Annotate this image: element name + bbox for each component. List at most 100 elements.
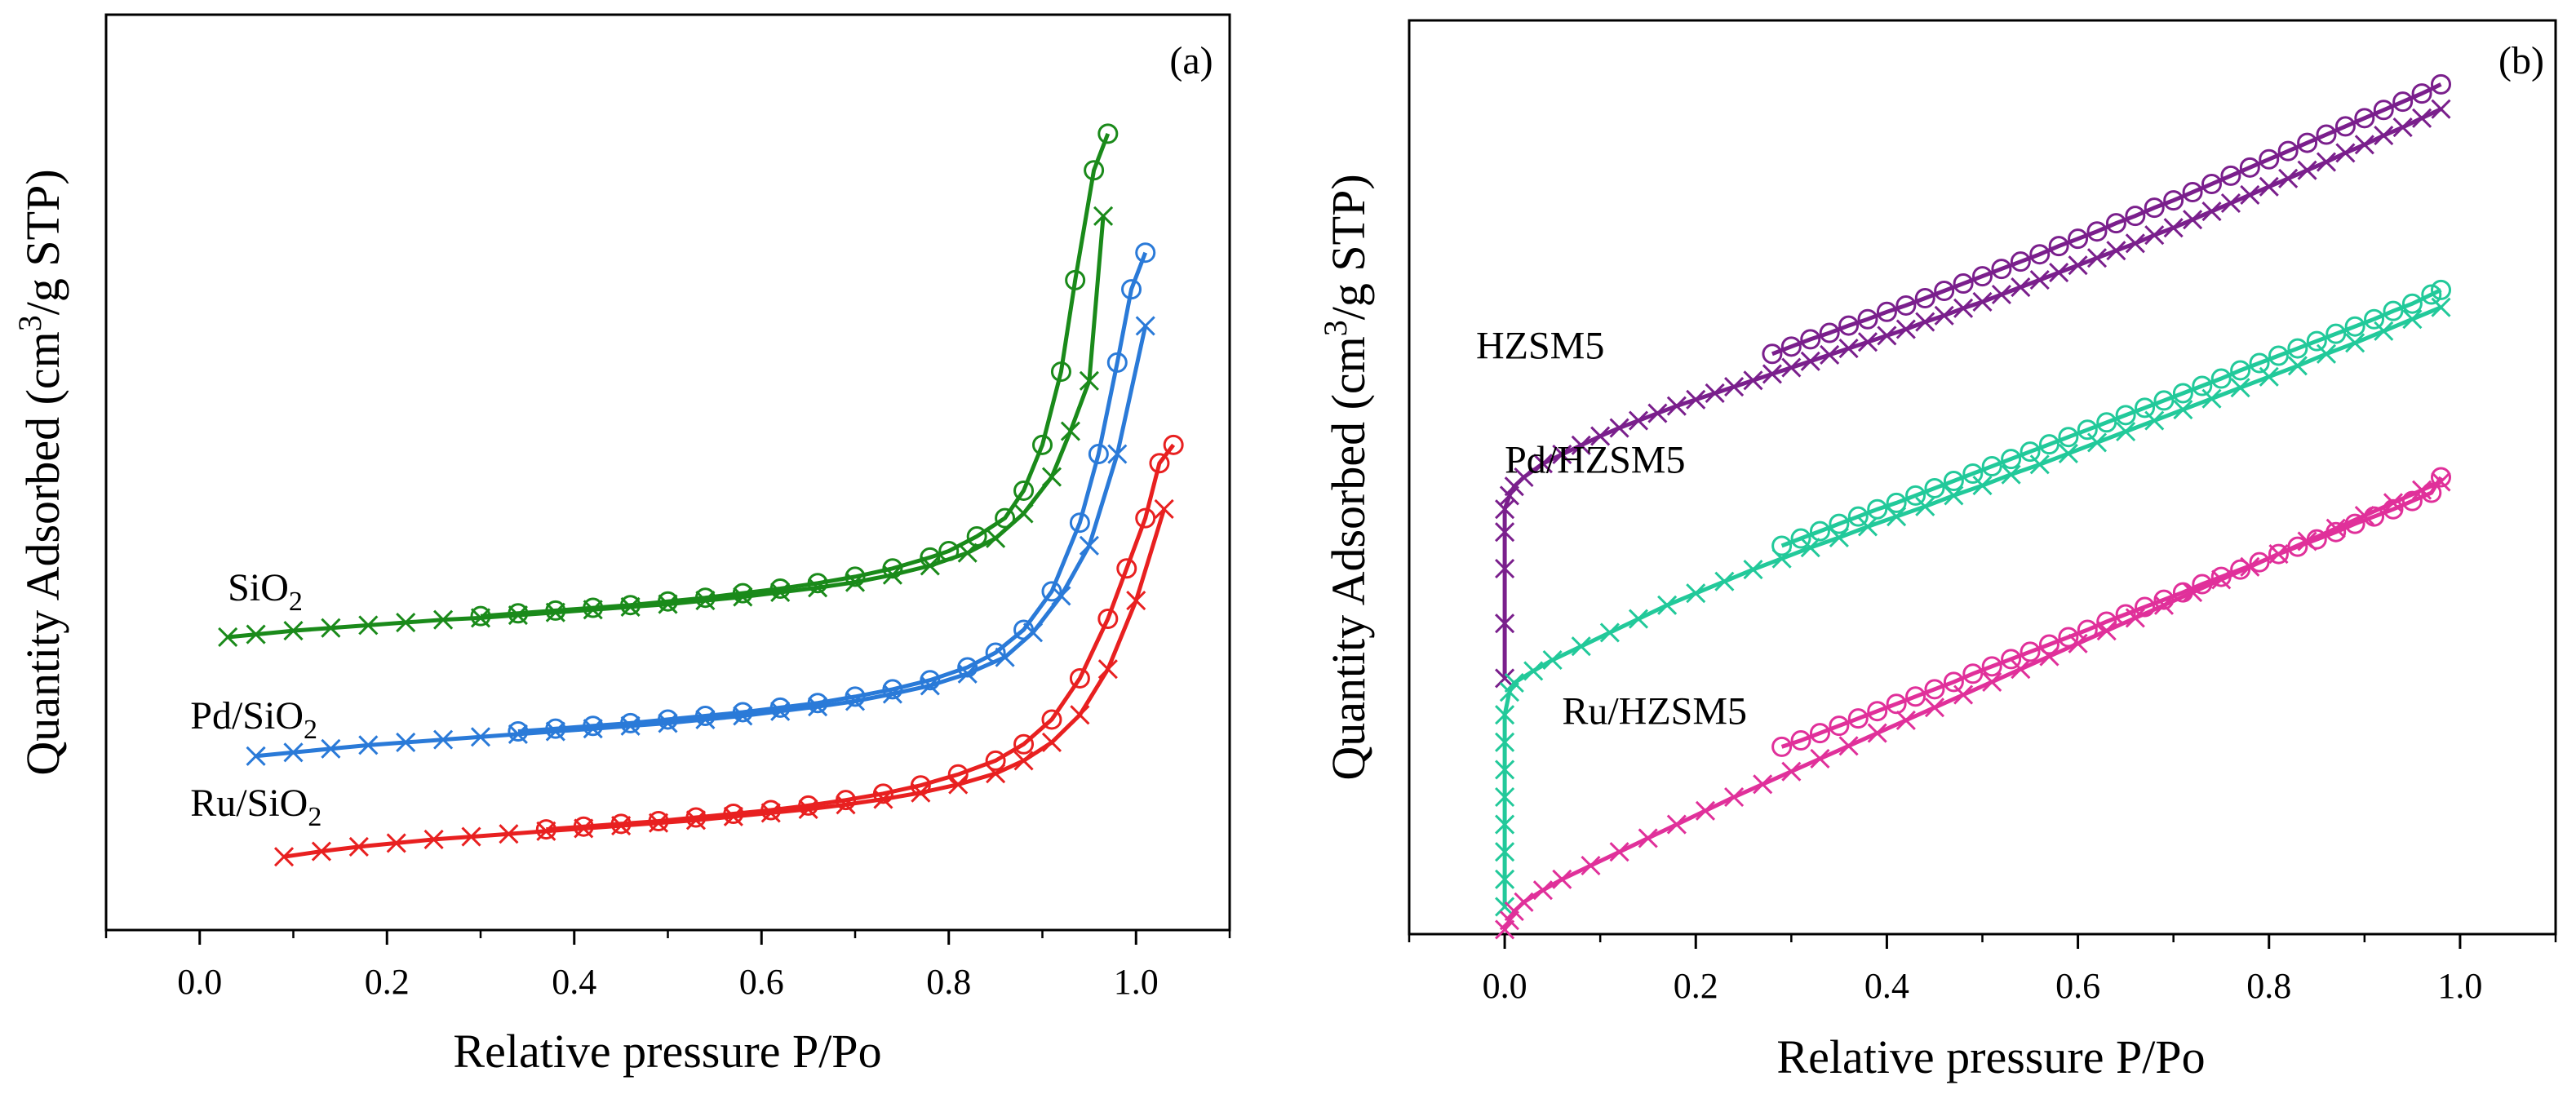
- adsorption-point: [1154, 498, 1174, 519]
- desorption-point: [1934, 281, 1955, 302]
- desorption-point: [769, 697, 791, 718]
- desorption-point: [2354, 108, 2375, 129]
- adsorption-point: [1944, 485, 1964, 506]
- desorption-point: [769, 578, 791, 599]
- adsorption-point: [2029, 454, 2050, 475]
- desorption-point: [1050, 361, 1071, 383]
- adsorption-point: [733, 706, 753, 726]
- adsorption-point: [1638, 828, 1658, 848]
- adsorption-point: [2316, 152, 2337, 172]
- desorption-point: [2383, 300, 2404, 321]
- desorption-point: [1032, 434, 1053, 455]
- desorption-point: [2096, 412, 2117, 433]
- adsorption-point: [882, 565, 902, 585]
- desorption-point: [938, 540, 960, 561]
- adsorption-point: [1581, 855, 1601, 876]
- adsorption-point: [1495, 786, 1515, 808]
- x-axis-label: Relative pressure P/Po: [453, 1025, 881, 1078]
- desorption-point: [732, 702, 753, 723]
- desorption-point: [1857, 308, 1878, 330]
- desorption-point: [2172, 383, 2193, 404]
- adsorption-point: [1499, 682, 1520, 702]
- series-label: Ru/HZSM5: [1562, 689, 1747, 733]
- desorption-point: [2153, 589, 2175, 610]
- adsorption-point: [1590, 426, 1611, 446]
- desorption-point: [1905, 686, 1926, 707]
- desorption-point: [2038, 634, 2059, 655]
- panel-label: (a): [1169, 39, 1213, 82]
- desorption-point: [1838, 315, 1860, 336]
- desorption-point: [2220, 165, 2241, 186]
- desorption-point: [1981, 656, 2002, 677]
- desorption-point: [2068, 228, 2089, 250]
- series-label: Ru/SiO2: [190, 782, 321, 832]
- adsorption-point: [1041, 732, 1062, 753]
- x-tick-label: 0.6: [739, 962, 784, 1002]
- desorption-point: [1981, 456, 2002, 477]
- adsorption-point: [1695, 800, 1716, 821]
- adsorption-point: [1934, 305, 1954, 326]
- desorption-point: [1069, 512, 1090, 534]
- desorption-point: [985, 642, 1006, 663]
- adsorption-point: [1013, 751, 1034, 771]
- adsorption-point: [2068, 255, 2088, 276]
- adsorption-point: [770, 582, 791, 603]
- adsorption-point: [358, 615, 379, 636]
- desorption-point: [1790, 730, 1811, 751]
- desorption-point: [2268, 543, 2289, 565]
- adsorption-point: [986, 528, 1006, 548]
- desorption-point: [1088, 444, 1109, 465]
- adsorption-point: [283, 742, 304, 763]
- desorption-point: [1013, 619, 1035, 640]
- desorption-point: [798, 795, 819, 816]
- desorption-point: [2086, 221, 2108, 242]
- desorption-point: [470, 605, 491, 627]
- desorption-point: [2105, 213, 2126, 234]
- adsorption-point: [2183, 210, 2203, 230]
- adsorption-point: [2106, 241, 2126, 261]
- adsorption-point: [2240, 184, 2260, 205]
- desorption-point: [1905, 485, 1926, 506]
- desorption-point: [2325, 521, 2347, 543]
- adsorption-point: [1753, 774, 1773, 795]
- adsorption-point: [1781, 761, 1802, 782]
- desorption-point: [648, 810, 669, 831]
- adsorption-point: [695, 591, 716, 611]
- series-ru-hzsm5: Ru/HZSM5: [1495, 467, 2451, 940]
- x-tick-label: 0.2: [1674, 966, 1718, 1006]
- desorption-point: [685, 807, 707, 828]
- desorption-point: [947, 764, 969, 785]
- desorption-point: [2383, 498, 2404, 520]
- desorption-point: [920, 547, 941, 568]
- adsorption-line: [255, 325, 1148, 759]
- desorption-point: [985, 750, 1006, 771]
- desorption-point: [1953, 273, 1974, 295]
- desorption-point: [2249, 552, 2270, 573]
- desorption-point: [1914, 287, 1935, 308]
- desorption-point: [732, 583, 753, 604]
- adsorption-point: [1070, 705, 1090, 725]
- desorption-point: [2020, 441, 2041, 463]
- desorption-point: [2392, 91, 2414, 113]
- x-tick-label: 0.8: [926, 962, 971, 1002]
- adsorption-point: [685, 810, 706, 831]
- adsorption-point: [1953, 684, 1974, 705]
- desorption-point: [1819, 322, 1840, 343]
- adsorption-point: [1542, 649, 1563, 671]
- adsorption-point: [499, 824, 519, 844]
- x-axis: 0.0 0.2 0.4 0.6 0.8 1.0: [104, 930, 1231, 1002]
- adsorption-point: [2086, 432, 2108, 453]
- adsorption-point: [957, 543, 978, 563]
- desorption-point: [2096, 611, 2117, 632]
- adsorption-point: [1552, 444, 1572, 465]
- x-tick-label: 1.0: [1114, 962, 1159, 1002]
- desorption-point: [760, 800, 782, 821]
- adsorption-point: [1495, 760, 1515, 780]
- adsorption-point: [1495, 919, 1515, 940]
- adsorption-point: [1781, 357, 1802, 378]
- desorption-point: [2316, 124, 2337, 145]
- adsorption-point: [423, 829, 444, 849]
- desorption-point: [1121, 279, 1142, 300]
- series-label: HZSM5: [1476, 324, 1604, 367]
